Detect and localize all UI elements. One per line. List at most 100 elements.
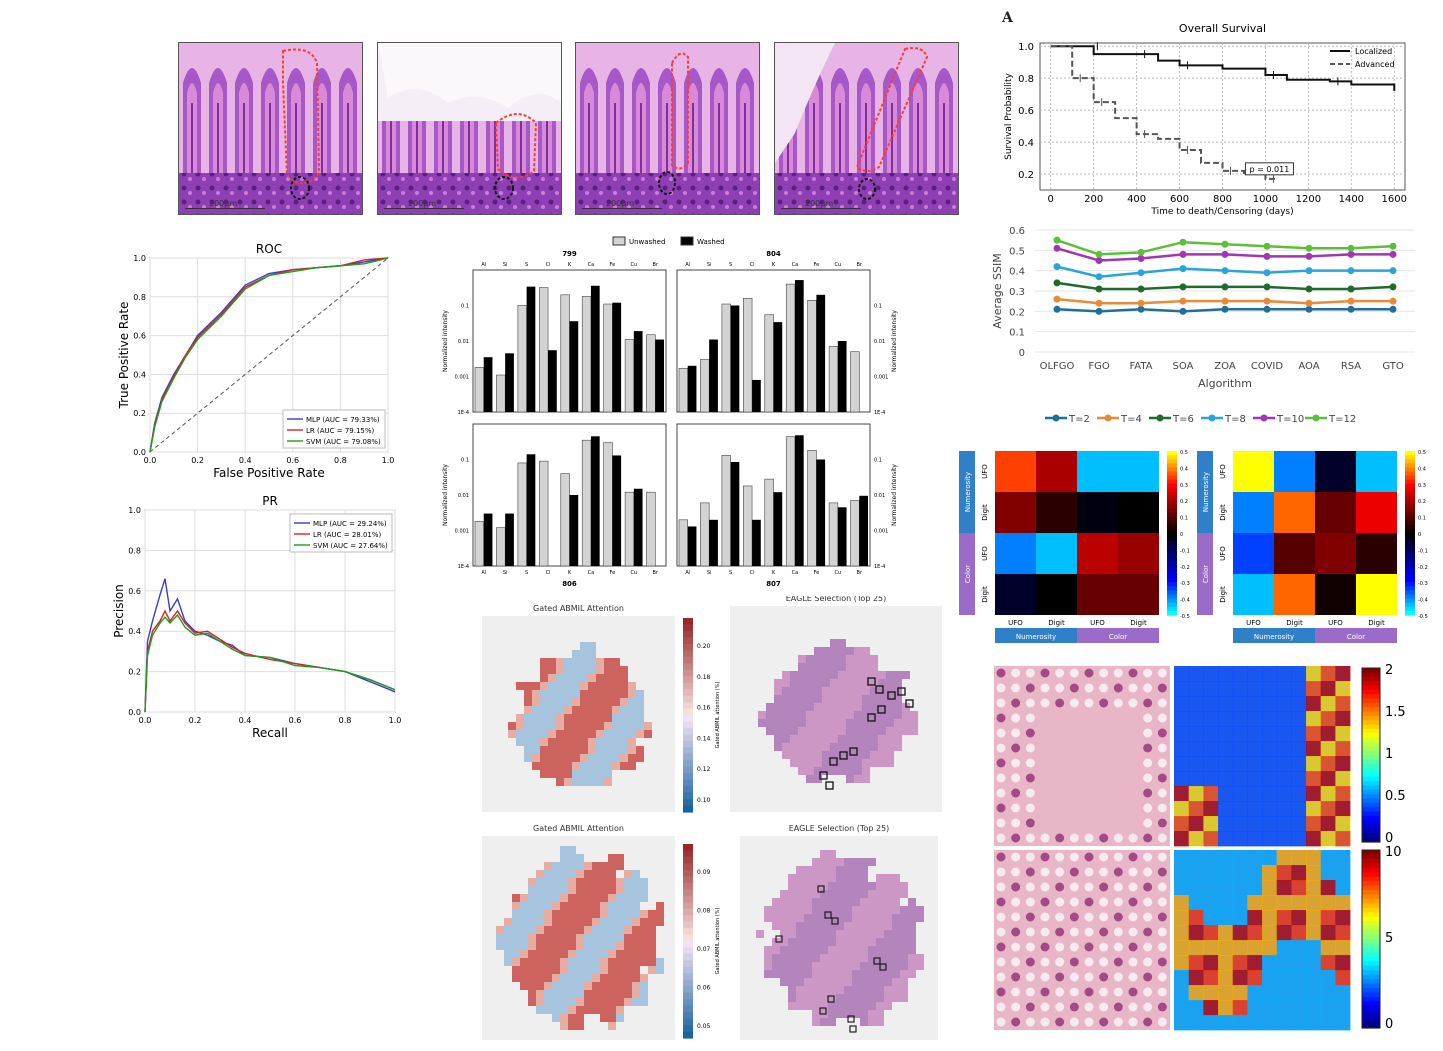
tissue-patch — [544, 894, 552, 902]
colorbar-segment — [1362, 668, 1380, 673]
histology-image-3: 200μm — [575, 42, 760, 215]
tissue-patch — [854, 695, 862, 703]
colorbar-segment — [1405, 528, 1415, 534]
cell-nucleus — [1069, 912, 1079, 922]
colorbar-tick: 5 — [1385, 931, 1393, 946]
tissue-patch — [782, 719, 790, 727]
tissue-patch — [860, 930, 868, 938]
tissue-patch — [528, 910, 536, 918]
tissue-patch — [870, 727, 878, 735]
tissue-patch — [846, 655, 854, 663]
attention-cell — [1291, 1000, 1307, 1016]
colorbar-segment — [1362, 992, 1380, 998]
cell-nucleus — [1143, 972, 1153, 982]
tissue-patch — [804, 994, 812, 1002]
colorbar-segment — [1167, 459, 1177, 464]
data-point — [1095, 307, 1103, 315]
attention-cell — [1203, 955, 1219, 971]
tissue-patch — [830, 655, 838, 663]
tissue-patch — [568, 950, 576, 958]
cell-nucleus — [1157, 957, 1167, 967]
tissue-patch — [588, 754, 596, 762]
tissue-patch — [780, 954, 788, 962]
tissue-patch — [532, 714, 540, 722]
tissue-patch — [560, 894, 568, 902]
data-point — [1389, 297, 1397, 305]
tissue-patch — [846, 775, 854, 783]
tissue-patch — [536, 902, 544, 910]
attention-cell — [1188, 786, 1204, 802]
colorbar-tick: 0.1 — [1180, 516, 1188, 522]
legend-swatch-washed — [680, 236, 694, 246]
tissue-patch — [508, 722, 516, 730]
tissue-patch — [596, 682, 604, 690]
data-point — [1053, 295, 1061, 303]
attention-cell — [1218, 940, 1234, 956]
tissue-patch — [528, 982, 536, 990]
cell-nucleus — [1099, 833, 1109, 843]
tissue-patch — [532, 746, 540, 754]
tissue-patch — [894, 711, 902, 719]
tissue-patch — [862, 759, 870, 767]
cell-nucleus — [1143, 743, 1153, 753]
tissue-patch — [868, 978, 876, 986]
category-label: Si — [707, 570, 712, 576]
tissue-patch — [608, 1006, 616, 1014]
tissue-patch — [524, 730, 532, 738]
bar-unwashed — [743, 485, 753, 567]
attention-cell — [1276, 910, 1292, 926]
tissue-patch — [548, 682, 556, 690]
attention-cell — [1218, 1000, 1234, 1016]
tissue-patch — [532, 690, 540, 698]
tissue-patch — [814, 727, 822, 735]
tissue-patch — [900, 962, 908, 970]
tissue-patch — [568, 862, 576, 870]
tissue-patch — [836, 1010, 844, 1018]
tissue-patch — [844, 986, 852, 994]
tissue-patch — [584, 910, 592, 918]
heatmap-cell — [1077, 533, 1118, 574]
tissue-patch — [828, 858, 836, 866]
tissue-patch — [600, 1014, 608, 1022]
y-tick-label: 1.0 — [1018, 42, 1034, 53]
tissue-patch — [876, 906, 884, 914]
tissue-patch — [580, 770, 588, 778]
tissue-patch — [576, 990, 584, 998]
tissue-patch — [604, 762, 612, 770]
selection-box — [825, 781, 834, 790]
tissue-patch — [544, 862, 552, 870]
cell-nucleus — [1040, 1002, 1050, 1012]
tissue-patch — [844, 890, 852, 898]
colorbar-segment — [1362, 987, 1380, 993]
tissue-patch — [862, 767, 870, 775]
data-point — [1389, 283, 1397, 291]
tissue-patch — [804, 946, 812, 954]
attention-cell — [1174, 741, 1190, 757]
tissue-patch — [548, 690, 556, 698]
tissue-patch — [572, 682, 580, 690]
bar-unwashed — [539, 460, 549, 567]
cell-nucleus — [1040, 897, 1050, 907]
attention-cell — [1247, 970, 1263, 986]
attention-cell — [1306, 666, 1322, 682]
cell-nucleus — [1055, 882, 1065, 892]
tissue-patch — [790, 687, 798, 695]
cell-nucleus — [1025, 743, 1035, 753]
tissue-patch — [854, 743, 862, 751]
tissue-patch — [812, 938, 820, 946]
category-label: Al — [685, 262, 690, 268]
cell-nucleus — [1143, 833, 1153, 843]
category-label: S — [525, 570, 528, 576]
tissue-patch — [564, 730, 572, 738]
cell-nucleus — [1113, 1017, 1123, 1027]
cell-nucleus — [1099, 698, 1109, 708]
attention-cell — [1291, 925, 1307, 941]
colorbar-segment — [683, 792, 693, 800]
tissue-patch — [548, 738, 556, 746]
tissue-patch — [884, 946, 892, 954]
attention-cell — [1232, 666, 1248, 682]
tissue-patch — [528, 966, 536, 974]
cell-nucleus — [1143, 1002, 1153, 1012]
tissue-patch — [788, 890, 796, 898]
